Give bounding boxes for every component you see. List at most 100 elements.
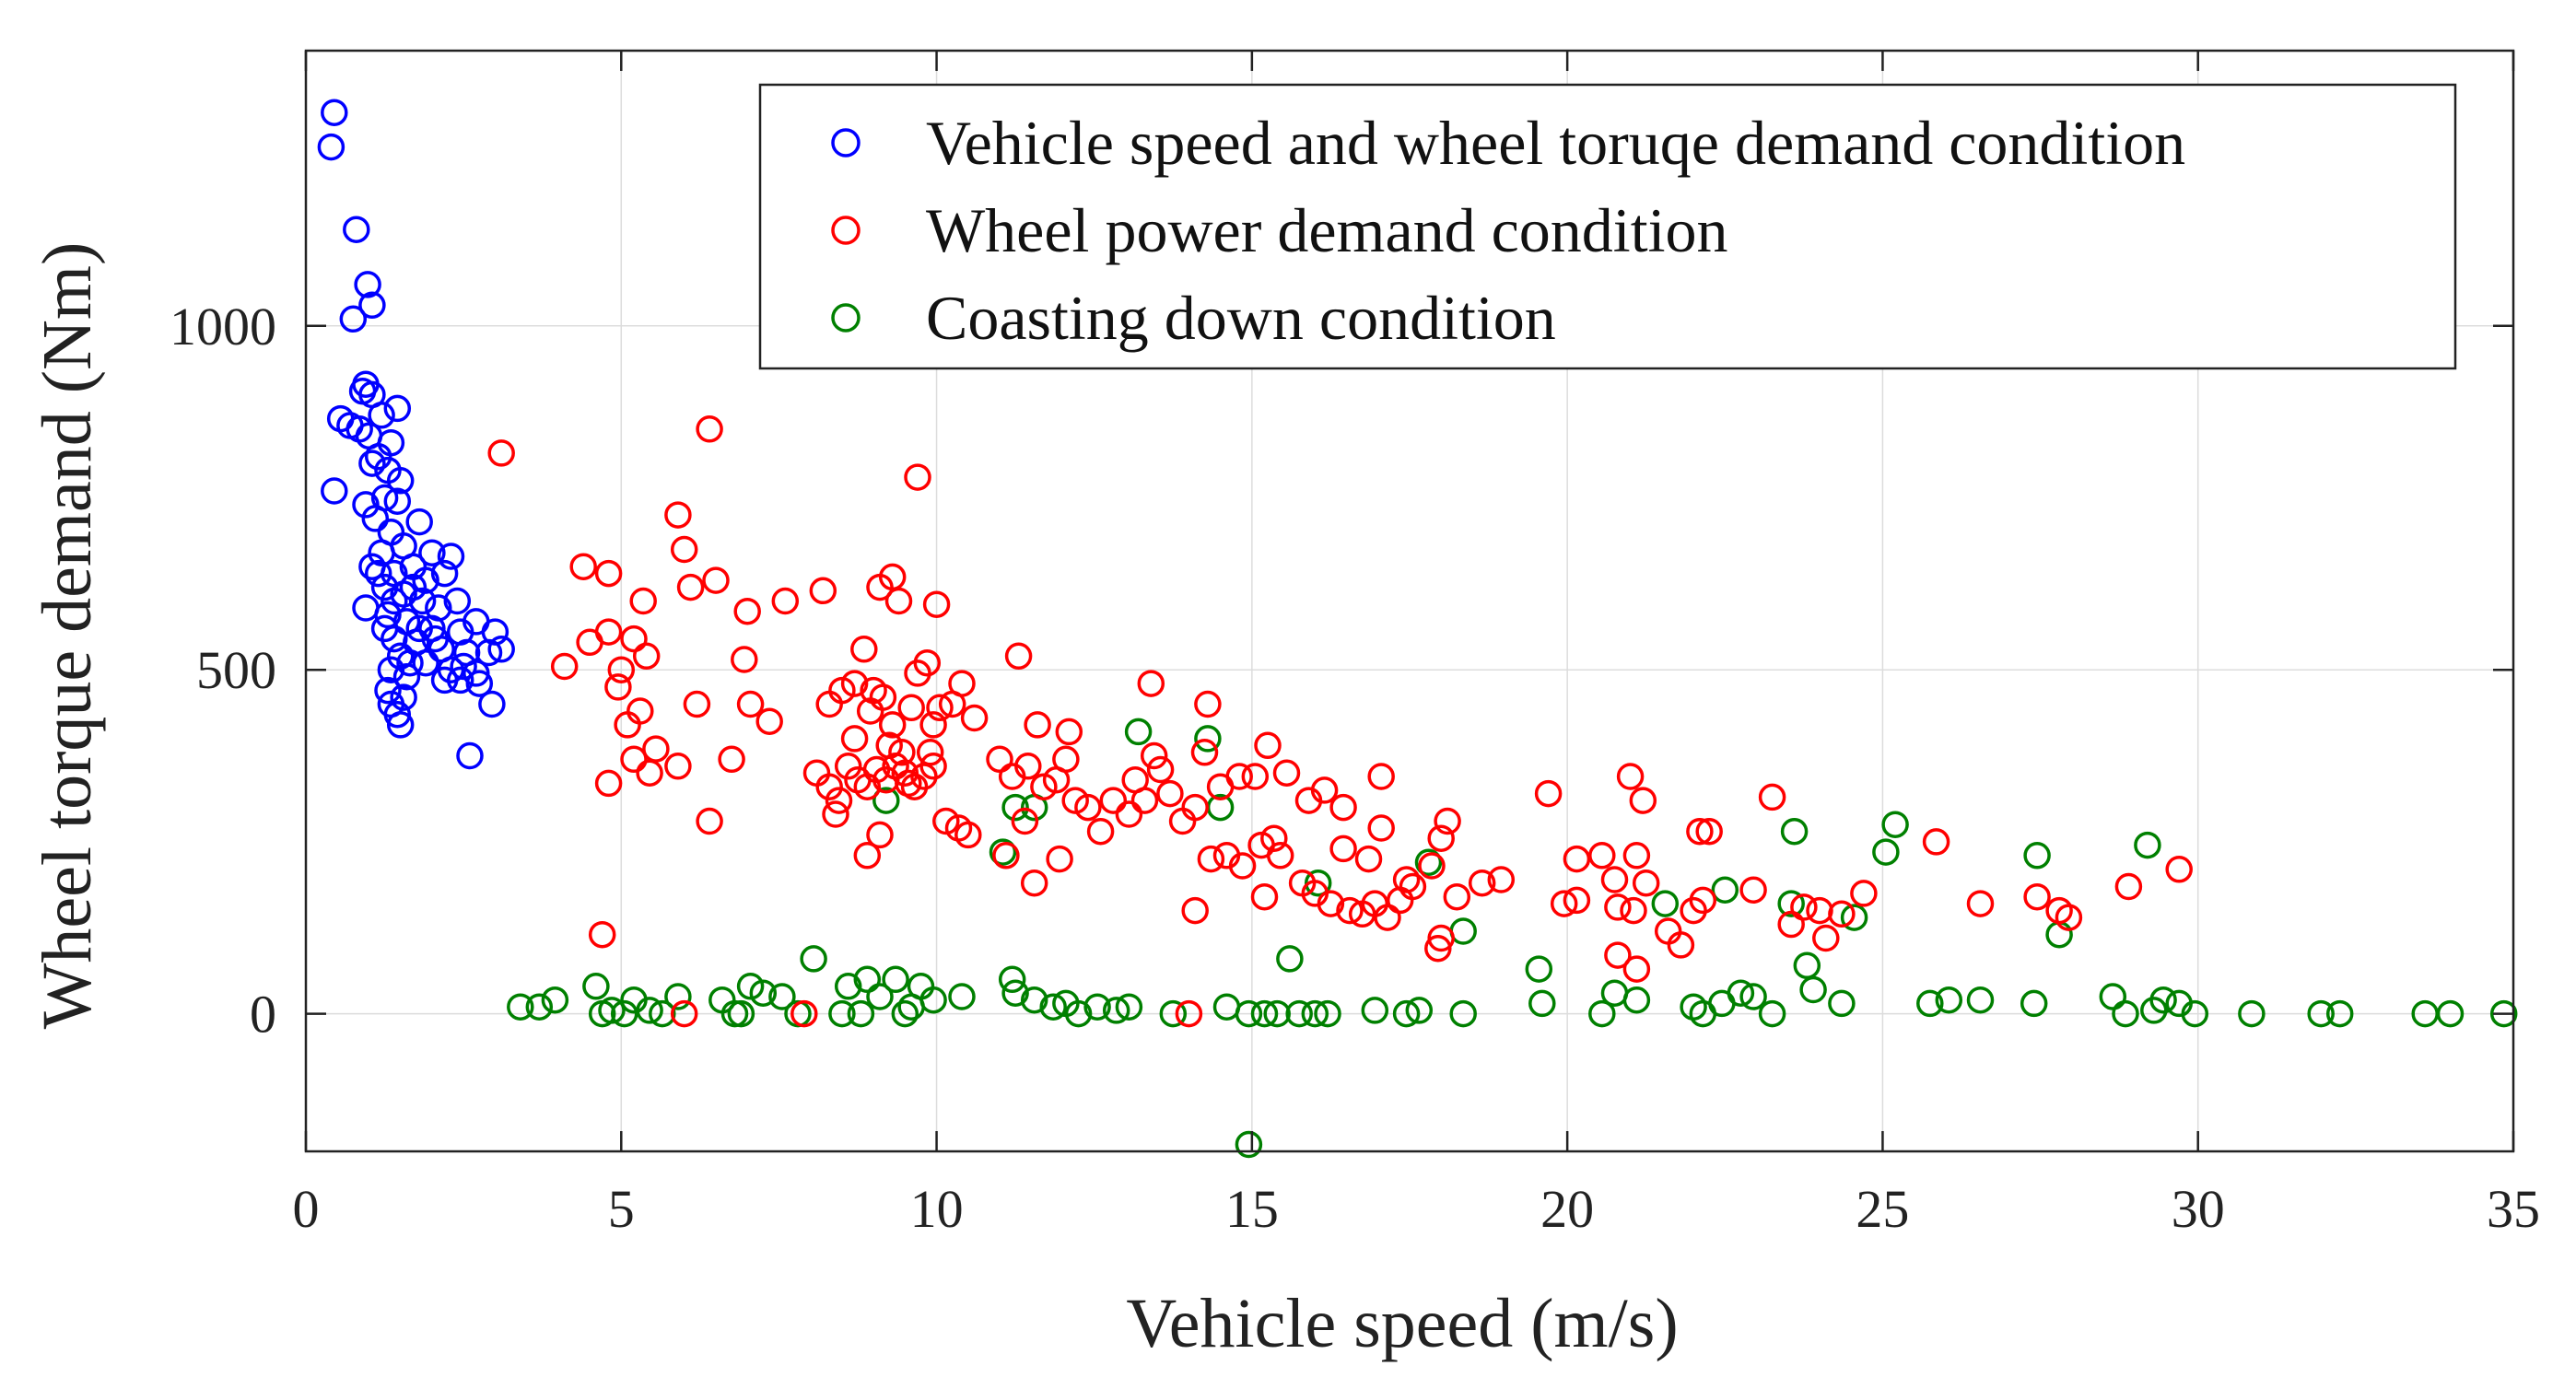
data-point <box>386 711 415 739</box>
y-tick-labels: 0 500 1000 <box>170 297 276 1045</box>
data-point <box>1711 876 1739 904</box>
data-point <box>386 467 415 495</box>
data-point <box>1263 999 1291 1028</box>
data-point <box>1285 999 1313 1028</box>
data-point <box>1194 690 1222 718</box>
data-point <box>888 739 916 766</box>
data-point <box>368 539 395 566</box>
data-point <box>2023 882 2051 911</box>
data-point <box>683 690 711 718</box>
data-point <box>1266 842 1294 870</box>
data-point <box>1916 989 1944 1018</box>
data-point <box>2181 999 2209 1028</box>
data-point <box>809 577 837 605</box>
data-point <box>1616 763 1645 790</box>
data-point <box>1099 787 1128 814</box>
data-point <box>2020 989 2048 1018</box>
data-point <box>919 753 947 780</box>
data-point <box>465 670 494 697</box>
data-point <box>474 638 503 667</box>
data-point <box>1840 904 1868 931</box>
data-point <box>948 983 976 1010</box>
data-point <box>1317 890 1345 917</box>
data-point <box>664 753 692 780</box>
data-point <box>430 559 459 588</box>
data-points <box>317 99 2518 1159</box>
data-point <box>354 271 381 298</box>
data-point <box>2436 999 2465 1028</box>
data-point <box>866 983 894 1010</box>
data-point <box>882 965 909 994</box>
data-point <box>875 731 903 760</box>
data-point <box>1563 886 1591 915</box>
data-point <box>1739 983 1767 1010</box>
data-point <box>1872 838 1900 866</box>
data-point <box>396 648 424 677</box>
data-point <box>878 711 907 739</box>
data-point <box>670 535 698 564</box>
data-point <box>1468 869 1496 897</box>
data-point <box>1449 999 1477 1028</box>
x-tick-label: 10 <box>910 1179 964 1239</box>
data-point <box>884 587 913 615</box>
data-point <box>588 920 616 949</box>
data-point <box>696 807 723 835</box>
data-point <box>771 587 800 615</box>
data-point <box>1197 845 1225 873</box>
data-point <box>1828 989 1856 1018</box>
data-point <box>2238 999 2266 1028</box>
data-point <box>1399 872 1427 901</box>
data-point <box>1367 763 1395 790</box>
data-point <box>919 986 947 1014</box>
data-point <box>1001 793 1029 822</box>
data-point <box>629 587 657 615</box>
data-point <box>352 594 380 622</box>
data-point <box>383 394 412 423</box>
data-point <box>1604 893 1632 921</box>
data-point <box>872 787 900 814</box>
data-point <box>1434 807 1461 835</box>
data-point <box>1235 999 1263 1028</box>
data-point <box>718 745 745 774</box>
data-point <box>1374 904 1401 931</box>
data-point <box>569 553 597 580</box>
y-tick-label: 1000 <box>170 297 276 356</box>
data-point <box>1011 807 1039 835</box>
data-point <box>1534 779 1563 808</box>
data-point <box>614 711 641 739</box>
data-point <box>1314 999 1341 1028</box>
data-point <box>1966 890 1995 917</box>
data-point <box>1695 817 1723 846</box>
data-point <box>1622 955 1651 983</box>
data-point <box>840 725 869 753</box>
data-point <box>1790 893 1818 921</box>
data-point <box>727 999 755 1028</box>
data-point <box>1629 787 1657 814</box>
data-point <box>1780 817 1809 846</box>
data-point <box>1935 986 1963 1014</box>
data-point <box>1443 882 1471 911</box>
data-point <box>878 563 907 591</box>
data-point <box>1336 896 1364 925</box>
data-point <box>2165 856 2193 883</box>
data-point <box>828 999 856 1028</box>
data-point <box>1159 999 1188 1028</box>
data-point <box>755 707 783 735</box>
data-point <box>1001 979 1029 1007</box>
data-point <box>1528 989 1556 1018</box>
data-point <box>377 656 405 683</box>
data-point <box>390 683 417 711</box>
data-point <box>1850 880 1878 907</box>
data-point <box>1140 741 1168 770</box>
data-point <box>1758 783 1786 811</box>
legend-label-wheel-power: Wheel power demand condition <box>926 195 1728 265</box>
x-tick-label: 0 <box>293 1179 320 1239</box>
y-tick-label: 0 <box>250 985 276 1045</box>
data-point <box>897 694 925 722</box>
data-point <box>768 983 796 1010</box>
data-point <box>358 449 386 477</box>
data-point <box>412 566 439 594</box>
data-point <box>1250 882 1279 911</box>
data-point <box>1181 896 1209 925</box>
data-point <box>399 573 427 601</box>
